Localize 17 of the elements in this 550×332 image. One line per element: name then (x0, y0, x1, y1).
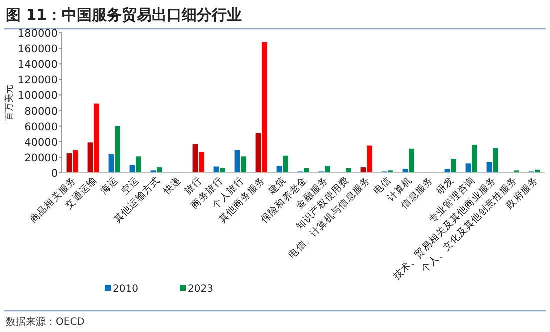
y-tick-label: 100000 (18, 90, 58, 102)
legend-label: 2010 (113, 284, 138, 295)
y-tick-label: 180000 (18, 28, 58, 40)
y-tick-label: 120000 (18, 74, 58, 87)
x-tick-label: 海运 (98, 174, 121, 198)
x-tick-label: 快递 (160, 174, 184, 198)
chart-title: 图 11：中国服务贸易出口细分行业 (6, 6, 242, 24)
y-tick-label: 160000 (18, 44, 58, 56)
y-tick-label: 60000 (24, 121, 58, 134)
y-tick-label: 20000 (24, 152, 58, 164)
y-tick-label: 0 (51, 168, 58, 180)
y-axis-title: 百万美元 (4, 85, 15, 121)
y-tick-label: 40000 (24, 136, 58, 149)
y-tick-label: 80000 (24, 106, 58, 118)
source-note: 数据来源：OECD (6, 316, 86, 328)
legend-label: 2023 (188, 284, 214, 295)
y-tick-label: 140000 (18, 59, 58, 72)
